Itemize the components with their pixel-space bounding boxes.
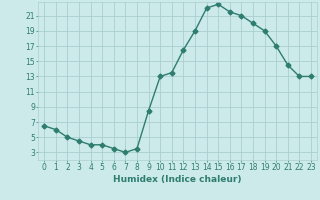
X-axis label: Humidex (Indice chaleur): Humidex (Indice chaleur) [113,175,242,184]
